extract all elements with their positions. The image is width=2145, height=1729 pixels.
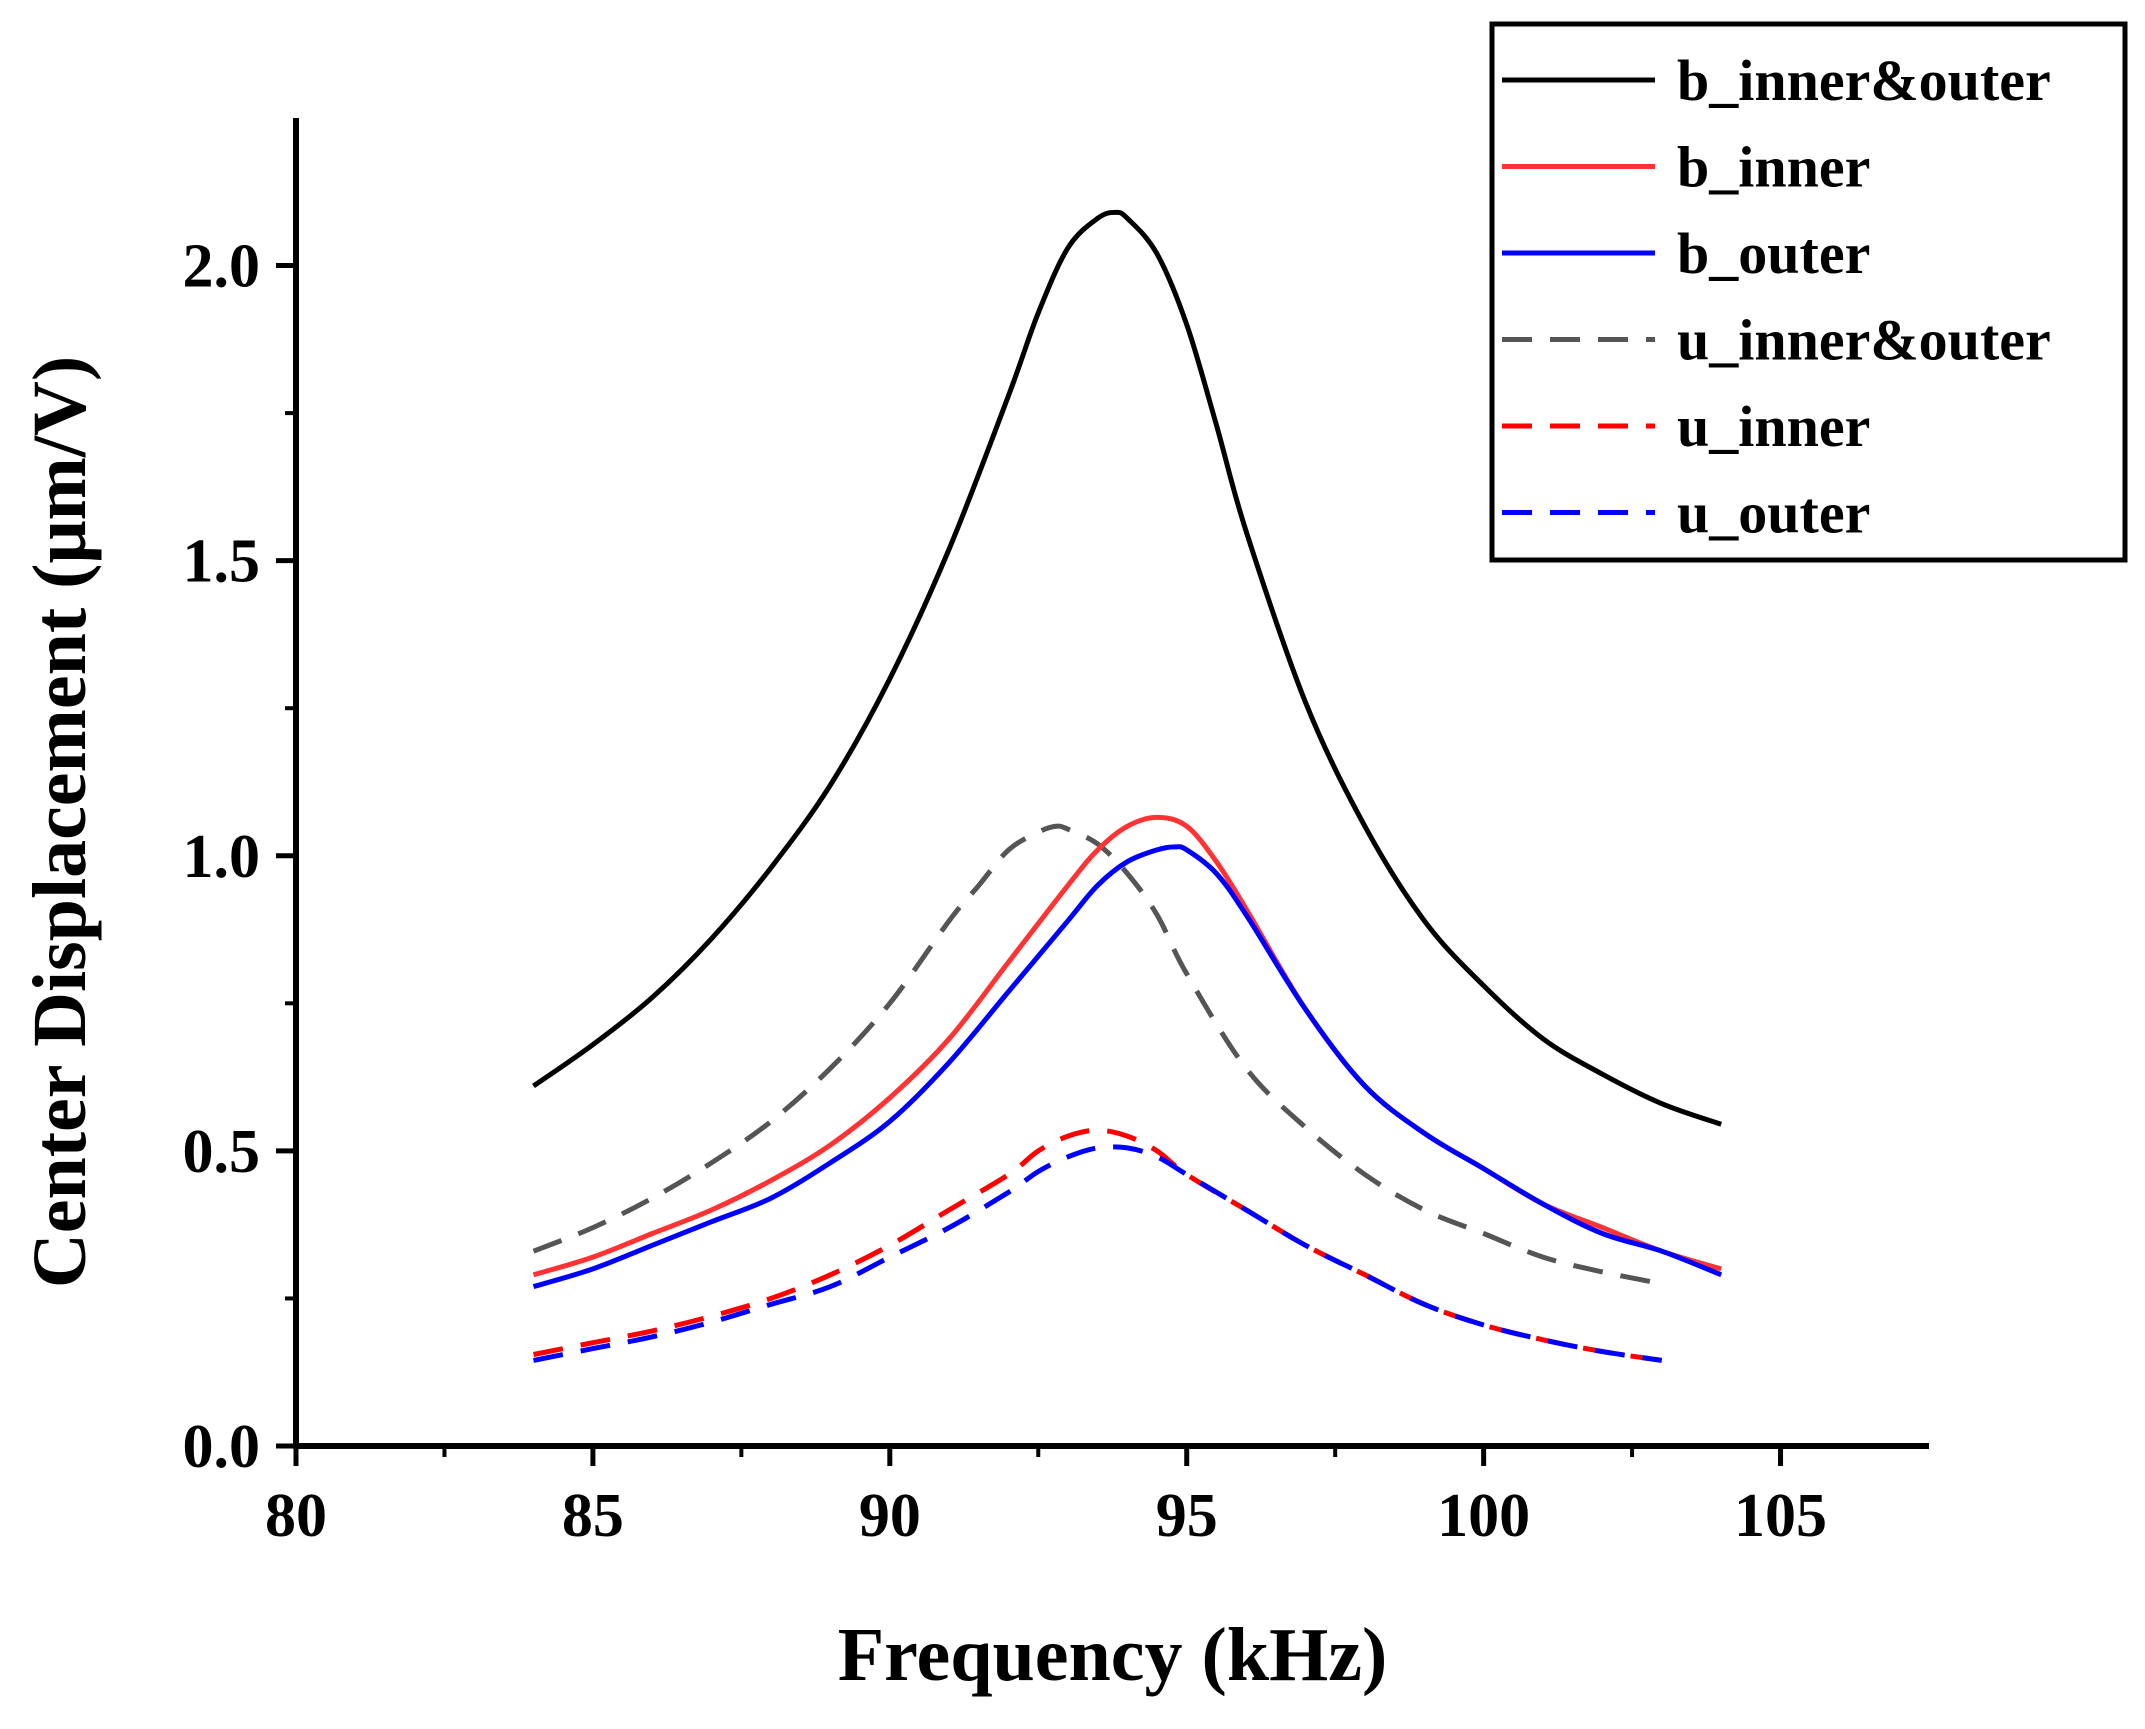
x-tick-label: 100 <box>1437 1482 1530 1550</box>
ticks-layer: 80 85 90 95 100 105 0.0 0.5 1.0 1.5 2.0 <box>183 233 1828 1550</box>
y-axis-title: Center Displacement (μm/V) <box>18 356 102 1288</box>
legend: b_inner&outer b_inner b_outer u_inner&outer… <box>1489 21 2128 563</box>
legend-label: u_inner <box>1677 394 1870 459</box>
y-tick-label: 1.0 <box>183 823 261 891</box>
legend-label: u_outer <box>1677 481 1870 546</box>
y-tick-label: 2.0 <box>183 233 261 301</box>
x-axis-title: Frequency (kHz) <box>838 1613 1388 1697</box>
legend-items: b_inner&outer b_inner b_outer u_inner&outer… <box>1502 48 2051 546</box>
series-line-b-inner-outer <box>532 209 1723 1127</box>
x-tick-label: 90 <box>859 1482 921 1550</box>
axes-layer <box>293 118 1929 1449</box>
x-tick-label: 85 <box>562 1482 624 1550</box>
legend-label: b_inner <box>1677 135 1870 200</box>
legend-label: b_inner&outer <box>1677 48 2051 113</box>
legend-label: b_outer <box>1677 221 1870 286</box>
series-layer <box>532 209 1723 1363</box>
x-tick-label: 80 <box>265 1482 327 1550</box>
series-line-u-inner-outer <box>532 823 1663 1287</box>
y-tick-label: 0.0 <box>183 1413 261 1481</box>
legend-box <box>1489 21 2128 563</box>
y-tick-label: 0.5 <box>183 1118 261 1186</box>
x-tick-label: 105 <box>1734 1482 1827 1550</box>
y-tick-label: 1.5 <box>183 528 261 596</box>
series-line-u-outer <box>533 1144 1663 1363</box>
legend-label: u_inner&outer <box>1677 308 2051 373</box>
series-line-b-outer <box>532 844 1723 1289</box>
x-tick-label: 95 <box>1156 1482 1218 1550</box>
